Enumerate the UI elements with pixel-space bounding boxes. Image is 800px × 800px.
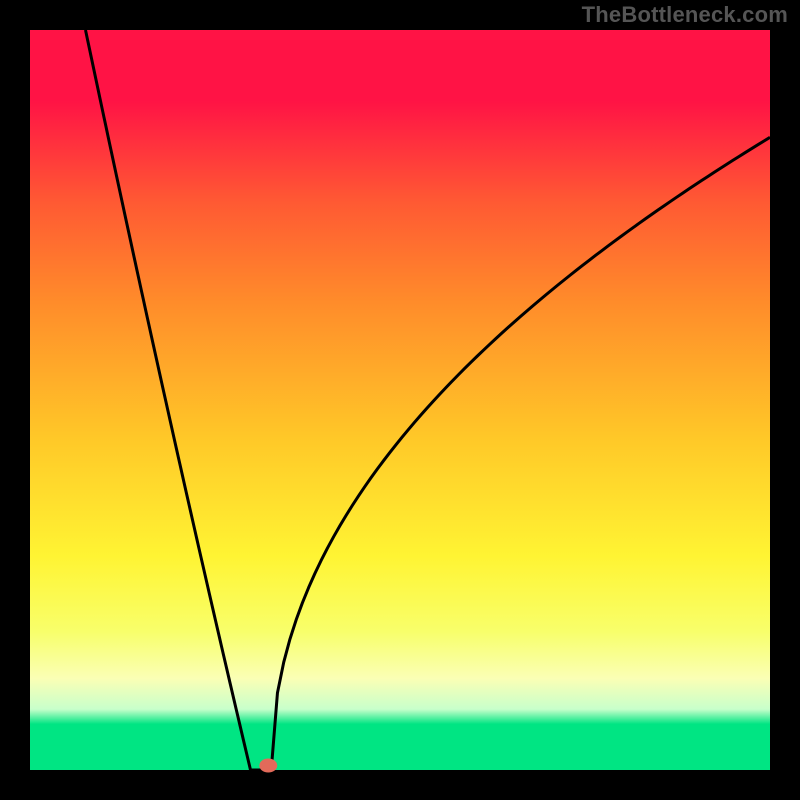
watermark-label: TheBottleneck.com <box>582 2 788 28</box>
bottleneck-curve-chart <box>0 0 800 800</box>
minimum-marker <box>259 759 277 773</box>
bg-bottom-solid <box>30 746 770 770</box>
chart-container: TheBottleneck.com <box>0 0 800 800</box>
bg-top-solid <box>30 30 770 68</box>
bg-gradient <box>30 67 770 747</box>
